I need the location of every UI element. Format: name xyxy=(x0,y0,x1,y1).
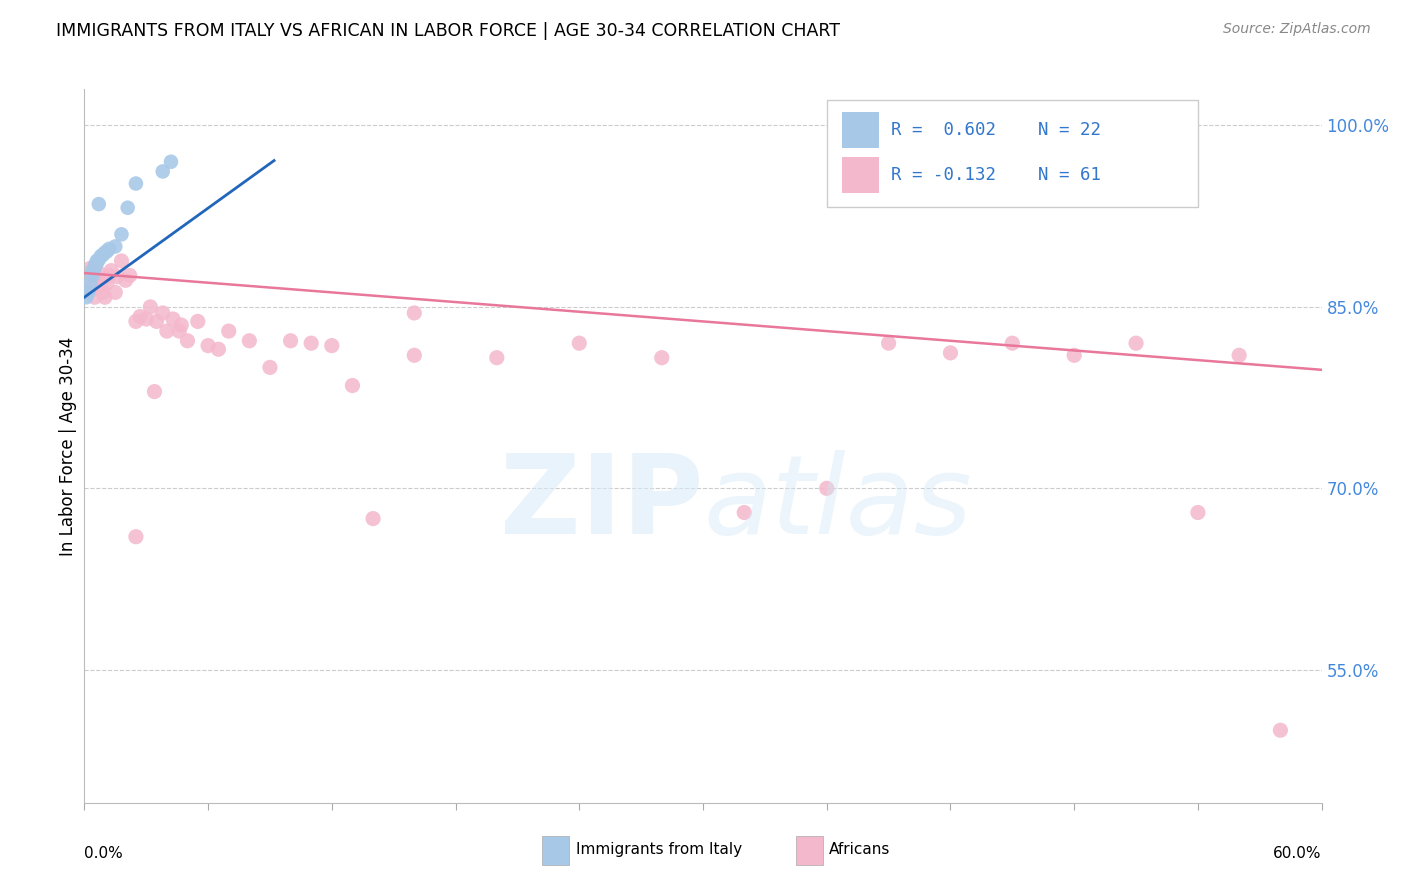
Text: Source: ZipAtlas.com: Source: ZipAtlas.com xyxy=(1223,22,1371,37)
FancyBboxPatch shape xyxy=(543,837,569,865)
Point xyxy=(176,334,198,348)
Point xyxy=(105,269,128,284)
Point xyxy=(86,256,108,270)
Point xyxy=(197,338,219,352)
Point xyxy=(125,314,148,328)
Point xyxy=(87,266,110,280)
Point xyxy=(87,197,110,211)
Point xyxy=(86,269,108,284)
Point xyxy=(91,248,114,262)
Point xyxy=(87,252,110,267)
Point xyxy=(94,290,117,304)
Point xyxy=(1227,348,1250,362)
FancyBboxPatch shape xyxy=(842,112,879,148)
Point xyxy=(79,276,101,290)
Point xyxy=(651,351,673,365)
Point xyxy=(156,324,179,338)
Point xyxy=(77,285,100,300)
Point xyxy=(1001,336,1024,351)
Point xyxy=(299,336,322,351)
Point xyxy=(568,336,591,351)
Point xyxy=(485,351,508,365)
Point xyxy=(125,177,148,191)
Text: 60.0%: 60.0% xyxy=(1274,846,1322,861)
Point xyxy=(1063,348,1085,362)
Point xyxy=(1125,336,1147,351)
Point xyxy=(280,334,302,348)
Point xyxy=(135,312,157,326)
Point xyxy=(94,245,117,260)
Point xyxy=(114,273,136,287)
Point xyxy=(170,318,193,332)
Point xyxy=(83,261,105,276)
Point xyxy=(404,306,426,320)
Point xyxy=(79,266,101,280)
Text: Immigrants from Italy: Immigrants from Italy xyxy=(575,842,742,856)
Point xyxy=(152,164,174,178)
Point xyxy=(939,346,962,360)
Point xyxy=(104,239,127,253)
Point xyxy=(90,249,112,263)
Point xyxy=(82,263,104,277)
Point xyxy=(118,268,141,283)
Point xyxy=(361,511,384,525)
FancyBboxPatch shape xyxy=(796,837,823,865)
Point xyxy=(75,290,97,304)
Text: 0.0%: 0.0% xyxy=(84,846,124,861)
Point xyxy=(321,338,343,352)
Point xyxy=(77,285,100,300)
Point xyxy=(218,324,240,338)
Text: ZIP: ZIP xyxy=(499,450,703,557)
Point xyxy=(877,336,900,351)
Point xyxy=(160,154,183,169)
Point xyxy=(82,263,104,277)
Point xyxy=(83,276,105,290)
Point xyxy=(79,261,101,276)
Point xyxy=(143,384,166,399)
Point xyxy=(342,378,364,392)
Point xyxy=(125,530,148,544)
Point xyxy=(207,343,229,357)
Point xyxy=(129,310,152,324)
Point xyxy=(83,259,105,273)
Point xyxy=(404,348,426,362)
Point xyxy=(104,285,127,300)
Point xyxy=(86,254,108,268)
FancyBboxPatch shape xyxy=(842,157,879,193)
Point xyxy=(145,314,167,328)
Point xyxy=(162,312,184,326)
Point xyxy=(187,314,209,328)
Point xyxy=(100,263,122,277)
Point xyxy=(83,290,105,304)
Point xyxy=(238,334,260,348)
Text: R =  0.602    N = 22: R = 0.602 N = 22 xyxy=(891,121,1101,139)
Point xyxy=(167,324,190,338)
Point xyxy=(733,506,755,520)
Point xyxy=(117,201,139,215)
Point xyxy=(96,244,118,259)
Point xyxy=(91,285,114,300)
Point xyxy=(1187,506,1209,520)
Point xyxy=(98,242,121,256)
Point xyxy=(96,276,118,290)
Point xyxy=(110,227,132,242)
Point xyxy=(82,268,104,283)
Point xyxy=(90,278,112,293)
Text: R = -0.132    N = 61: R = -0.132 N = 61 xyxy=(891,166,1101,184)
Text: atlas: atlas xyxy=(703,450,972,557)
FancyBboxPatch shape xyxy=(827,100,1198,207)
Point xyxy=(815,481,838,495)
Y-axis label: In Labor Force | Age 30-34: In Labor Force | Age 30-34 xyxy=(59,336,77,556)
Point xyxy=(259,360,281,375)
Text: IMMIGRANTS FROM ITALY VS AFRICAN IN LABOR FORCE | AGE 30-34 CORRELATION CHART: IMMIGRANTS FROM ITALY VS AFRICAN IN LABO… xyxy=(56,22,841,40)
Point xyxy=(1270,723,1292,738)
Point xyxy=(77,276,100,290)
Text: Africans: Africans xyxy=(830,842,890,856)
Point xyxy=(75,269,97,284)
Point xyxy=(82,282,104,296)
Point xyxy=(139,300,162,314)
Point xyxy=(110,254,132,268)
Point xyxy=(98,268,121,283)
Point xyxy=(152,306,174,320)
